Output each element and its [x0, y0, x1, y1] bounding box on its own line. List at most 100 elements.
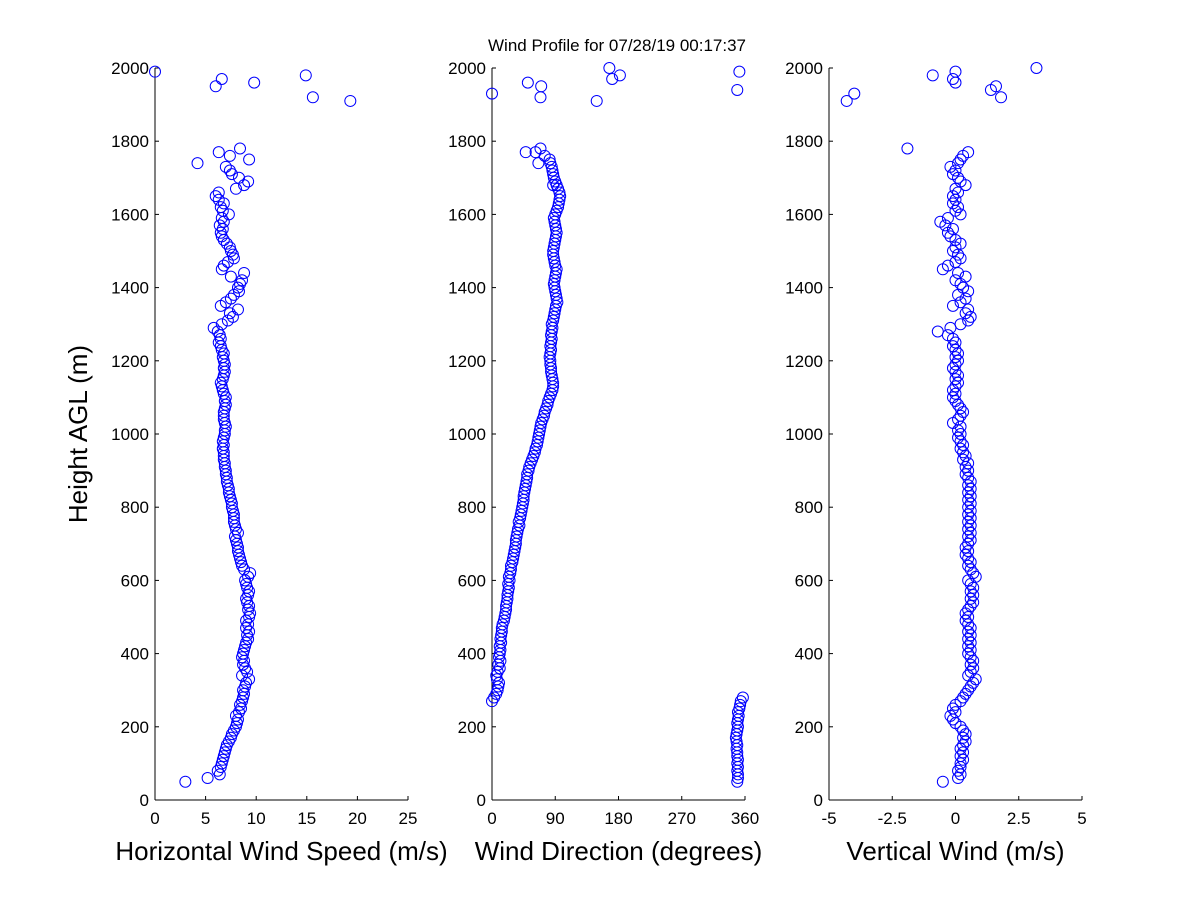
data-point: [946, 299, 959, 312]
y-tick-label: 1200: [111, 352, 149, 371]
data-point: [240, 578, 253, 591]
data-point: [224, 493, 237, 506]
data-point: [522, 464, 535, 477]
data-point: [223, 241, 236, 254]
data-point: [227, 252, 240, 265]
data-point: [248, 76, 261, 89]
data-point: [952, 376, 965, 389]
data-point: [216, 753, 229, 766]
data-point: [964, 512, 977, 525]
y-tick-label: 1000: [111, 425, 149, 444]
data-point: [223, 164, 236, 177]
data-point: [967, 676, 980, 689]
data-point: [954, 318, 967, 331]
y-tick-label: 1000: [785, 425, 823, 444]
data-point: [944, 160, 957, 173]
data-point: [964, 563, 977, 576]
data-point: [959, 614, 972, 627]
data-point: [957, 281, 970, 294]
x-tick-label: 0: [951, 809, 960, 828]
data-point: [495, 621, 508, 634]
y-tick-label: 800: [121, 498, 149, 517]
data-point: [957, 746, 970, 759]
data-point: [952, 354, 965, 367]
x-tick-label: 15: [297, 809, 316, 828]
data-point: [952, 764, 965, 777]
y-tick-label: 800: [458, 498, 486, 517]
data-point: [241, 581, 254, 594]
data-point: [236, 651, 249, 664]
data-point: [995, 91, 1008, 104]
data-point: [733, 702, 746, 715]
data-point: [486, 87, 498, 100]
data-point: [236, 559, 249, 572]
data-point: [209, 190, 222, 203]
data-point: [244, 567, 257, 580]
data-point: [964, 482, 977, 495]
data-point: [541, 398, 554, 411]
y-tick-label: 400: [458, 645, 486, 664]
data-point: [491, 665, 504, 678]
data-point: [941, 212, 954, 225]
data-point: [931, 325, 944, 338]
y-tick-label: 1200: [448, 352, 486, 371]
y-tick-label: 1400: [785, 279, 823, 298]
data-point: [234, 142, 247, 155]
x-tick-label: 90: [546, 809, 565, 828]
data-point: [229, 709, 242, 722]
data-point: [946, 340, 959, 353]
data-point: [344, 94, 357, 107]
data-point: [959, 728, 972, 741]
data-point: [954, 742, 967, 755]
data-point: [949, 193, 962, 206]
data-point: [962, 611, 975, 623]
data-point: [949, 336, 962, 349]
data-point: [949, 387, 962, 400]
data-point: [954, 153, 967, 166]
data-point: [954, 428, 967, 440]
figure-title: Wind Profile for 07/28/19 00:17:37: [488, 36, 746, 55]
data-point: [962, 625, 975, 638]
data-point: [207, 321, 220, 334]
data-point: [959, 449, 972, 462]
data-point: [964, 600, 977, 613]
data-point: [964, 643, 977, 656]
data-point: [230, 537, 243, 550]
data-point: [216, 373, 229, 386]
data-point: [231, 303, 244, 316]
data-point: [967, 581, 980, 594]
data-point: [941, 259, 954, 272]
y-tick-label: 1800: [785, 132, 823, 151]
y-tick-label: 600: [795, 571, 823, 590]
data-point: [946, 362, 959, 375]
data-point: [962, 303, 975, 316]
data-point: [731, 83, 744, 96]
data-point: [223, 307, 236, 320]
data-point: [962, 464, 975, 477]
data-point: [964, 490, 977, 503]
data-point: [949, 380, 962, 393]
data-point: [964, 629, 977, 642]
x-axis-title: Vertical Wind (m/s): [846, 836, 1064, 866]
data-point: [964, 621, 977, 634]
data-point: [946, 384, 959, 397]
data-point: [239, 640, 252, 653]
data-point: [954, 757, 967, 770]
data-point: [957, 446, 970, 459]
data-point: [946, 168, 959, 181]
data-point: [959, 307, 972, 320]
data-point: [962, 684, 975, 697]
data-point: [534, 420, 547, 433]
data-point: [218, 746, 231, 759]
data-point: [946, 245, 959, 257]
y-tick-label: 1800: [448, 132, 486, 151]
x-tick-label: 360: [731, 809, 759, 828]
data-point: [989, 80, 1002, 93]
data-point: [235, 556, 248, 569]
data-point: [848, 87, 861, 100]
data-point: [229, 523, 242, 536]
data-point: [533, 424, 546, 437]
y-tick-label: 1000: [448, 425, 486, 444]
data-point: [962, 603, 975, 616]
